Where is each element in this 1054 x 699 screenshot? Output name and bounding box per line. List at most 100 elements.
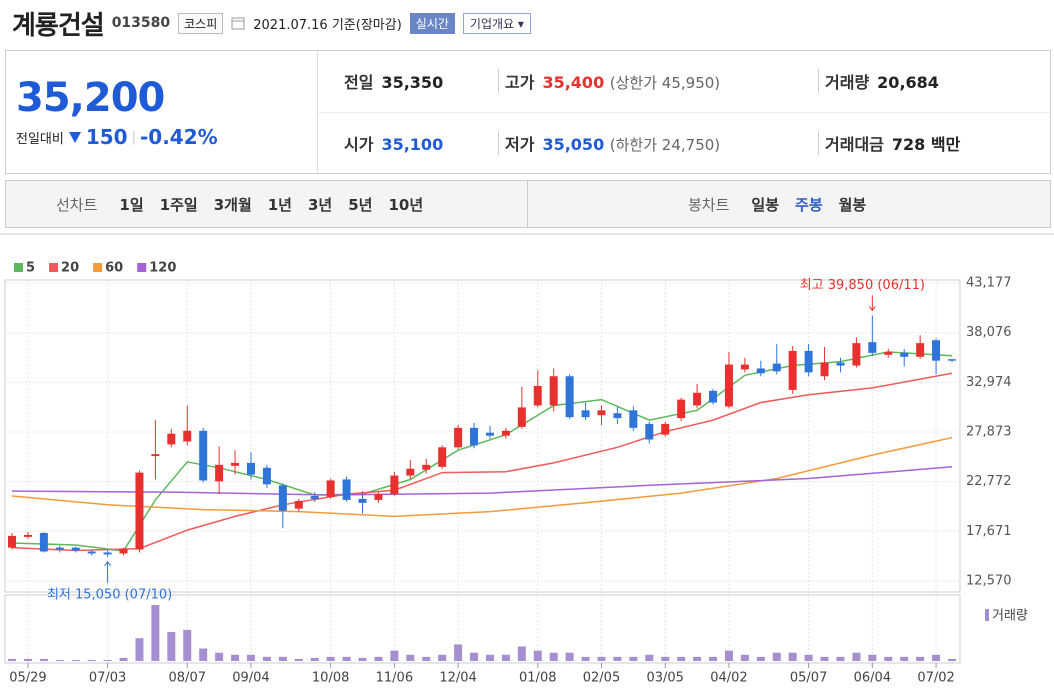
x-tick-label: 01/08 bbox=[519, 671, 556, 686]
candle-body bbox=[740, 364, 749, 370]
x-tick-label: 05/29 bbox=[9, 671, 46, 686]
candle-body bbox=[55, 547, 64, 550]
volume-frame bbox=[4, 594, 961, 664]
plot-frame bbox=[4, 279, 961, 593]
market-button[interactable]: 코스피 bbox=[178, 12, 224, 34]
y-tick-label: 43,177 bbox=[966, 276, 1012, 291]
candle-body bbox=[693, 392, 702, 406]
volume-bar bbox=[231, 654, 240, 661]
candle-body bbox=[406, 468, 415, 476]
y-tick-label: 22,772 bbox=[966, 474, 1012, 489]
candle-body bbox=[342, 479, 351, 500]
realtime-button[interactable]: 실시간 bbox=[409, 12, 455, 34]
high-annotation: 최고 39,850 (06/11) bbox=[800, 278, 925, 293]
candle-body bbox=[565, 376, 574, 418]
candle-body bbox=[948, 359, 956, 361]
change-value: 150 bbox=[85, 125, 128, 149]
tab[interactable]: 1일 bbox=[119, 195, 144, 214]
cell-value: 35,350 bbox=[381, 73, 444, 93]
volume-bar bbox=[151, 605, 160, 661]
candle-body bbox=[661, 423, 670, 435]
tab[interactable]: 주봉 bbox=[795, 195, 823, 214]
x-tick-label: 06/04 bbox=[854, 671, 891, 686]
cell-value: 35,400 bbox=[542, 73, 605, 93]
candle-body bbox=[103, 552, 112, 555]
volume-bar bbox=[135, 638, 144, 661]
candle-body bbox=[390, 475, 399, 495]
candle-body bbox=[438, 447, 447, 467]
legend-label: 60 bbox=[105, 261, 123, 276]
volume-bar bbox=[454, 644, 463, 661]
candle-body bbox=[788, 350, 797, 390]
candle-body bbox=[868, 342, 877, 353]
candle-body bbox=[278, 485, 287, 511]
stock-code: 013580 bbox=[111, 15, 171, 31]
x-tick-label: 05/07 bbox=[790, 671, 827, 686]
volume-bar bbox=[788, 652, 797, 661]
candle-body bbox=[87, 551, 96, 554]
candle-body bbox=[852, 343, 861, 366]
volume-bar bbox=[326, 656, 335, 661]
volume-bar bbox=[23, 658, 32, 661]
tab[interactable]: 5년 bbox=[348, 195, 373, 214]
volume-bar bbox=[772, 652, 781, 661]
candle-body bbox=[167, 433, 176, 445]
volume-bar bbox=[262, 656, 271, 661]
candle-body bbox=[262, 467, 271, 485]
volume-bar bbox=[948, 658, 956, 661]
volume-bar bbox=[549, 652, 558, 661]
tab[interactable]: 일봉 bbox=[751, 195, 780, 214]
ma-line bbox=[11, 466, 953, 496]
summary-cell: 전일 35,350 bbox=[318, 69, 498, 93]
volume-bar bbox=[55, 659, 64, 661]
company-label: 기업개요 bbox=[469, 16, 515, 31]
tab[interactable]: 3년 bbox=[308, 195, 333, 214]
ma-line bbox=[11, 436, 953, 518]
candle-body bbox=[135, 472, 144, 550]
summary-row: 시가 35,100 저가 35,050 (하한가 24,750) 거래대금 728 백만 bbox=[318, 113, 1050, 174]
tab[interactable]: 10년 bbox=[388, 195, 424, 214]
volume-bar bbox=[199, 648, 208, 661]
tab[interactable]: 월봉 bbox=[838, 195, 867, 214]
volume-swatch bbox=[985, 609, 989, 621]
summary-row: 전일 35,350 고가 35,400 (상한가 45,950) 거래량 20,684 bbox=[318, 51, 1050, 113]
candle-body bbox=[709, 390, 718, 403]
candle-body bbox=[724, 364, 733, 407]
volume-bar bbox=[629, 656, 638, 661]
summary-cell: 시가 35,100 bbox=[318, 131, 498, 155]
volume-bar bbox=[661, 656, 670, 661]
legend-label: 20 bbox=[61, 261, 79, 276]
candle-body bbox=[310, 496, 319, 499]
candle-body bbox=[470, 427, 479, 446]
volume-bar bbox=[916, 656, 925, 661]
calendar-icon bbox=[231, 17, 245, 30]
candle-body bbox=[629, 410, 638, 428]
candle-body bbox=[358, 498, 367, 503]
x-tick-label: 02/05 bbox=[583, 671, 620, 686]
tab[interactable]: 1년 bbox=[267, 195, 292, 214]
legend-swatch bbox=[93, 263, 103, 272]
summary-cell: 거래량 20,684 bbox=[818, 69, 939, 94]
y-tick-label: 32,974 bbox=[966, 375, 1012, 390]
cell-note: (상한가 45,950) bbox=[609, 74, 721, 93]
volume-bar bbox=[485, 654, 494, 661]
tab[interactable]: 3개월 bbox=[213, 195, 252, 214]
candle-body bbox=[756, 368, 765, 374]
candle-body bbox=[215, 464, 224, 482]
candle-body bbox=[374, 494, 383, 500]
change: 전일대비 150 | -0.42% bbox=[16, 125, 218, 149]
volume-bar bbox=[470, 652, 479, 661]
volume-bar bbox=[597, 656, 606, 661]
candle-body bbox=[294, 500, 303, 509]
candle-body bbox=[454, 427, 463, 448]
cell-label: 전일 bbox=[344, 73, 374, 93]
tab[interactable]: 1주일 bbox=[159, 195, 198, 214]
company-dropdown[interactable]: 기업개요 ▾ bbox=[462, 12, 531, 34]
candle-body bbox=[71, 547, 80, 551]
summary: 35,200 전일대비 150 | -0.42% 전일 35,350 고가 35,40… bbox=[5, 50, 1051, 174]
volume-bar bbox=[278, 656, 287, 661]
candle-body bbox=[932, 340, 941, 361]
candle-body bbox=[485, 432, 494, 436]
cell-label: 저가 bbox=[505, 134, 535, 154]
